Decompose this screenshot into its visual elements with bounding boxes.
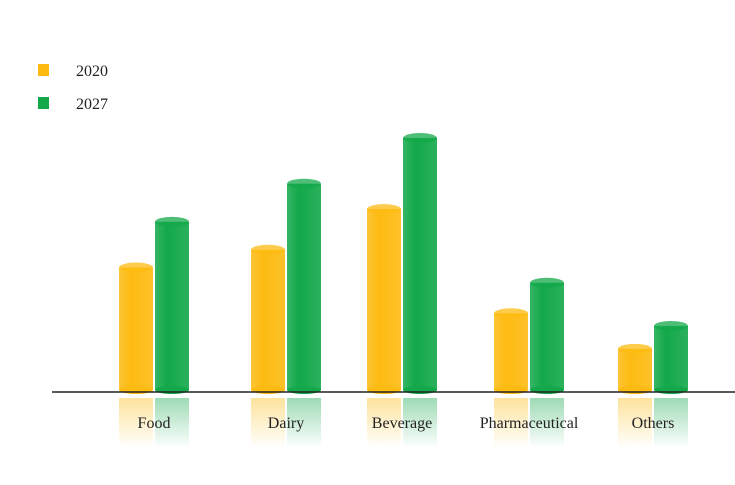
x-tick-label-others: Others [632,415,675,432]
legend-swatch-2027 [38,97,49,109]
x-tick-label-dairy: Dairy [268,415,304,432]
legend-label-2020: 2020 [76,63,108,80]
bar-beverage-2027 [403,133,437,394]
bar-others-2027 [654,320,688,394]
bar-reflection-beverage-2027 [402,398,438,448]
bar-reflection-pharmaceutical-2027 [529,398,565,448]
bar-reflection-others-2027 [653,398,689,448]
x-tick-label-food: Food [138,415,171,432]
bar-dairy-2020 [251,244,285,394]
bar-reflection-food-2020 [118,398,154,448]
bar-reflection-dairy-2020 [250,398,286,448]
legend-label-2027: 2027 [76,96,108,113]
bar-reflection-pharmaceutical-2020 [493,398,529,448]
bar-reflection-beverage-2020 [366,398,402,448]
bar-dairy-2027 [287,178,321,394]
bar-reflection-others-2020 [617,398,653,448]
bar-food-2020 [119,262,153,394]
x-tick-label-pharmaceutical: Pharmaceutical [480,415,579,432]
bar-food-2027 [155,216,189,394]
bar-reflection-food-2027 [154,398,190,448]
x-tick-label-beverage: Beverage [372,415,432,432]
bar-pharmaceutical-2027 [530,277,564,394]
legend-swatch-2020 [38,64,49,76]
bar-pharmaceutical-2020 [494,308,528,394]
bar-beverage-2020 [367,204,401,394]
legend: 2020 2027 [38,63,108,113]
bar-reflection-dairy-2027 [286,398,322,448]
bar-others-2020 [618,343,652,394]
